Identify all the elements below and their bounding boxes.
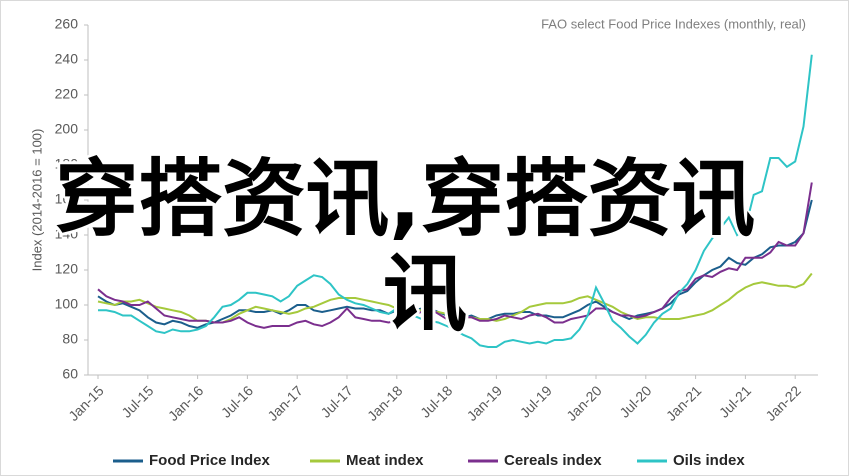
- legend-label: Food Price Index: [149, 452, 271, 469]
- y-tick-label: 220: [55, 86, 79, 102]
- y-tick-label: 160: [55, 191, 79, 207]
- y-tick-label: 60: [62, 366, 78, 382]
- y-tick-label: 180: [55, 156, 79, 172]
- y-tick-label: 100: [55, 296, 79, 312]
- y-tick-label: 240: [55, 51, 79, 67]
- y-tick-label: 120: [55, 261, 79, 277]
- y-tick-label: 80: [62, 331, 78, 347]
- y-tick-label: 140: [55, 226, 79, 242]
- legend-label: Meat index: [346, 452, 424, 469]
- y-tick-label: 200: [55, 121, 79, 137]
- y-axis-label: Index (2014-2016 = 100): [29, 129, 44, 272]
- overlay-text: 穿搭资讯,穿搭资讯: [55, 150, 755, 248]
- legend-label: Cereals index: [504, 452, 602, 469]
- series-line: [97, 182, 813, 329]
- chart-title: FAO select Food Price Indexes (monthly, …: [541, 16, 806, 31]
- y-tick-label: 260: [55, 16, 79, 32]
- overlay-text: 讯: [383, 245, 467, 343]
- series-line: [98, 54, 813, 348]
- legend-label: Oils index: [673, 452, 745, 469]
